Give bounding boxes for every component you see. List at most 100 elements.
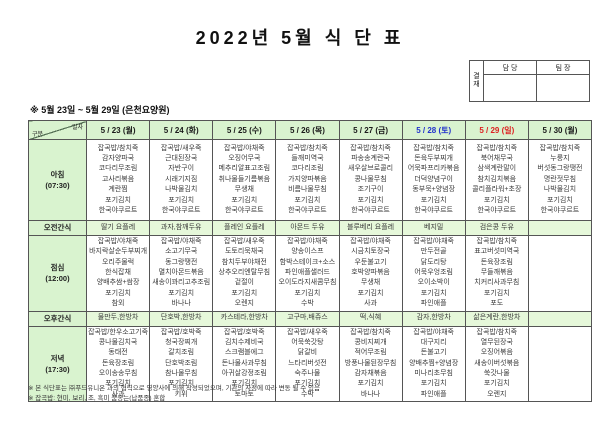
menu-item: 포기김치 xyxy=(294,289,321,297)
menu-item: 잡곡밥/야채죽 xyxy=(160,238,202,245)
menu-item: 카스테라,한방차 xyxy=(220,314,268,322)
menu-items: 잡곡밥/새우죽 근대된장국 자반구이 시래기지짐 나박물김치 포기김치 한국야쿠르트 xyxy=(151,144,212,217)
meal-plan-table: 일자 구분 5 / 23 (월) 5 / 24 (화) 5 / 25 (수) 5 / … xyxy=(28,120,593,403)
menu-item: 감자,한방차 xyxy=(416,314,451,322)
menu-item: 만두전골 xyxy=(420,248,447,256)
menu-items: 잡곡밥/야채죽 소고기무국 동그랑땡전 멸치아몬드볶음 새송이꽈리고추조림 포기김치 바나나 xyxy=(151,237,212,310)
am-snack-cell-day-0: 딸기 요플레 xyxy=(85,220,151,236)
menu-item: 계란찜 xyxy=(108,186,128,194)
menu-item: 대구지리 xyxy=(420,338,447,346)
menu-items: 단호박,한방차 xyxy=(151,313,212,323)
breakfast-cell-day-7: 잡곡밥/참치죽 누룽지 버섯동그랑땡전 명란젓무침 나박물김치 포기김치 한국야쿠르트 xyxy=(527,139,593,221)
menu-item: 오이소박이 xyxy=(417,279,450,287)
menu-item: 단호박,한방차 xyxy=(160,314,202,322)
menu-items: 잡곡밥/참치죽 들깨미역국 코다리조림 가지양파볶음 비름나물무침 포기김치 한국야쿠르트 xyxy=(277,144,338,217)
menu-item: 호박양파볶음 xyxy=(351,269,390,277)
menu-item: 파송송계란국 xyxy=(351,155,390,163)
menu-item: 오이송송무침 xyxy=(98,369,138,377)
menu-items: 검은콩 두유 xyxy=(466,223,527,233)
menu-item: 블루베리 요플레 xyxy=(347,223,395,231)
lunch-cell-day-3: 잡곡밥/야채죽 양송이스프 함박스테이크+소스 파인애플샐러드 오이도라지새콤무침 포기김… xyxy=(275,235,340,312)
menu-items: 잡곡밥/야채죽 대구지리 돈불고기 양배추찜+양념장 미나리초무침 포기김치 파인애플 xyxy=(403,328,464,401)
menu-items: 잡곡밥/호박죽 김치수제비국 스크램블에그 돈나물사과무침 아귀살강정조림 포기김치 토마토 xyxy=(214,328,275,401)
menu-item: 나박물김치 xyxy=(165,186,198,194)
menu-items: 삶은계란,한방차 xyxy=(466,313,527,323)
menu-item: 무생채 xyxy=(360,279,381,287)
menu-item: 포기김치 xyxy=(483,196,510,204)
menu-item: 과자,참깨두유 xyxy=(160,223,202,231)
menu-items: 잡곡밥/참치죽 감자양파국 코다리무조림 고사리볶음 계란찜 포기김치 한국야쿠르트 xyxy=(88,144,149,217)
menu-item: 한국야쿠르트 xyxy=(540,206,580,214)
menu-item: 참나물무침 xyxy=(165,369,198,377)
menu-item: 코다리무조림 xyxy=(98,165,138,173)
menu-item: 포기김치 xyxy=(294,196,321,204)
menu-item: 잡곡밥/호박죽 xyxy=(160,328,202,336)
menu-item: 포기김치 xyxy=(294,380,321,388)
menu-item: 수박 xyxy=(300,300,314,308)
menu-item: 한식잡채 xyxy=(105,269,131,277)
menu-item: 물만두,한방차 xyxy=(97,314,139,322)
menu-items: 떡,식혜 xyxy=(340,313,401,323)
menu-item: 열무된장국 xyxy=(480,338,513,346)
meal-plan-table-header: 일자 구분 5 / 23 (월) 5 / 24 (화) 5 / 25 (수) 5 / … xyxy=(28,120,593,140)
menu-item: 동부묵+양념장 xyxy=(412,186,456,194)
menu-item: 돈불고기 xyxy=(420,349,447,357)
menu-item: 자반구이 xyxy=(168,165,195,173)
menu-item: 잡곡밥/새우죽 xyxy=(287,328,328,336)
menu-item: 포기김치 xyxy=(105,196,131,204)
menu-item: 양배추쌈+쌈장 xyxy=(96,279,140,287)
menu-item: 한국야쿠르트 xyxy=(98,206,138,214)
menu-item: 포기김치 xyxy=(231,196,258,204)
pm-snack-cell-day-5: 감자,한방차 xyxy=(401,310,466,327)
menu-item: 오렌지 xyxy=(234,300,254,308)
dinner-cell-day-3: 잡곡밥/새우죽 어묵쑥갓탕 닭갈비 느타리버섯전 숙주나물 포기김치 수박 xyxy=(275,325,340,403)
am-snack-cell-day-7 xyxy=(527,220,593,236)
row-label-dinner: 저녁 (17:30) xyxy=(28,325,87,403)
menu-item: 포기김치 xyxy=(357,196,384,204)
menu-item: 느타리버섯전 xyxy=(288,359,327,367)
menu-item: 플레인 요플레 xyxy=(224,223,265,231)
menu-item: 취나물들기름볶음 xyxy=(218,175,271,183)
menu-item: 포기김치 xyxy=(168,196,195,204)
menu-item: 아몬드 두유 xyxy=(290,223,325,231)
corner-cell: 일자 구분 xyxy=(28,120,87,140)
menu-item: 포기김치 xyxy=(231,380,258,388)
lunch-cell-day-5: 잡곡밥/야채죽 만두전골 닭도리탕 어묵우엉조림 오이소박이 포기김치 파인애플 xyxy=(401,235,466,312)
menu-item: 파인애플 xyxy=(420,390,447,398)
menu-item: 적어무조림 xyxy=(354,349,387,357)
menu-items: 블루베리 요플레 xyxy=(340,223,401,233)
menu-items: 잡곡밥/참치죽 열무된장국 오징어볶음 새송이버섯볶음 쑥갓나물 포기김치 오렌지 xyxy=(466,328,527,401)
pm-snack-cell-day-2: 카스테라,한방차 xyxy=(212,310,277,327)
menu-item: 수박 xyxy=(300,390,314,398)
menu-item: 어묵우엉조림 xyxy=(414,269,453,277)
menu-item: 잡곡밥/참치죽 xyxy=(350,328,391,336)
menu-item: 양송이스프 xyxy=(291,248,324,256)
meal-row-lunch: 점심 (12:00) 잡곡밥/야채죽 바지락살순두부찌개 오리주물럭 한식잡채 양배추쌈+쌈… xyxy=(28,235,593,312)
menu-item: 버섯동그랑땡전 xyxy=(537,165,583,173)
menu-item: 참외 xyxy=(111,300,125,308)
date-header-row: 일자 구분 5 / 23 (월) 5 / 24 (화) 5 / 25 (수) 5 / … xyxy=(28,120,593,140)
menu-item: 돈육장조림 xyxy=(480,258,513,266)
approval-column-title: 담 당 xyxy=(484,61,536,75)
menu-item: 포기김치 xyxy=(420,196,447,204)
menu-item: 포기김치 xyxy=(420,380,447,388)
menu-item: 함박스테이크+소스 xyxy=(279,258,336,266)
dinner-cell-day-0: 잡곡밥/한우소고기죽 콩나물김치국 동태전 돈육장조림 오이송송무침 포기김치 사과 xyxy=(85,325,151,403)
menu-items: 잡곡밥/참치죽 콩비지찌개 적어무조림 방풍나물된장무침 감자채볶음 포기김치 바나나 xyxy=(340,328,401,401)
menu-items: 감자,한방차 xyxy=(403,313,464,323)
meal-row-pm-snack: 오후간식 물만두,한방차 단호박,한방차 카스테라,한방차 고구마,배쥬스 떡,식혜 감자,… xyxy=(28,310,593,327)
menu-item: 사과 xyxy=(111,390,125,398)
menu-item: 어묵파프리카볶음 xyxy=(407,165,460,173)
day-header-5: 5 / 28 (토) xyxy=(401,120,466,140)
menu-item: 청국장찌개 xyxy=(165,338,198,346)
approval-column-title: 팀 장 xyxy=(537,61,589,75)
menu-item: 누룽지 xyxy=(550,155,570,163)
menu-item: 포기김치 xyxy=(483,380,510,388)
menu-item: 가지양파볶음 xyxy=(288,175,327,183)
menu-item: 돈육두부찌개 xyxy=(414,155,453,163)
menu-item: 한국야쿠르트 xyxy=(288,206,327,214)
menu-items: 물만두,한방차 xyxy=(88,313,149,323)
menu-item: 잡곡밥/새우죽 xyxy=(224,238,265,245)
dinner-cell-day-4: 잡곡밥/참치죽 콩비지찌개 적어무조림 방풍나물된장무침 감자채볶음 포기김치 바나나 xyxy=(338,325,403,403)
menu-item: 시래기지짐 xyxy=(165,175,198,183)
